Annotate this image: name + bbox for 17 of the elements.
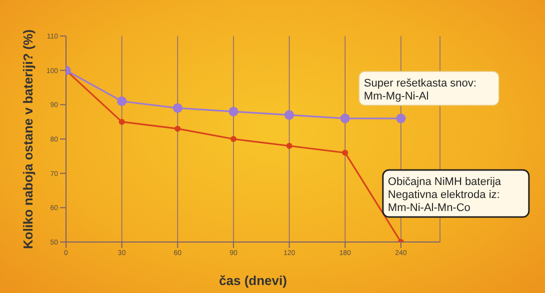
point [117,96,127,106]
x-axis-title: čas (dnevi) [219,273,287,288]
point [340,114,350,124]
point [174,126,181,132]
point [172,103,182,113]
callout-box: Običajna NiMH baterija Negativna elektroda iz: Mm-Ni-Al-Mn-Co [382,169,530,218]
series-label: Super rešetkasta snov: Mm-Mg-Ni-Al [364,77,476,102]
point [342,150,348,156]
point [230,136,236,142]
point [286,142,292,149]
callout-box: Super rešetkasta snov: Mm-Mg-Ni-Al [358,70,500,106]
point [118,118,125,125]
point [284,110,294,120]
series-label: Običajna NiMH baterija Negativna elektroda iz: Mm-Ni-Al-Mn-Co [388,176,502,214]
point [228,106,238,116]
y-axis-title: Koliko naboja ostane v bateriji? (%) [20,29,36,249]
point [396,114,406,124]
